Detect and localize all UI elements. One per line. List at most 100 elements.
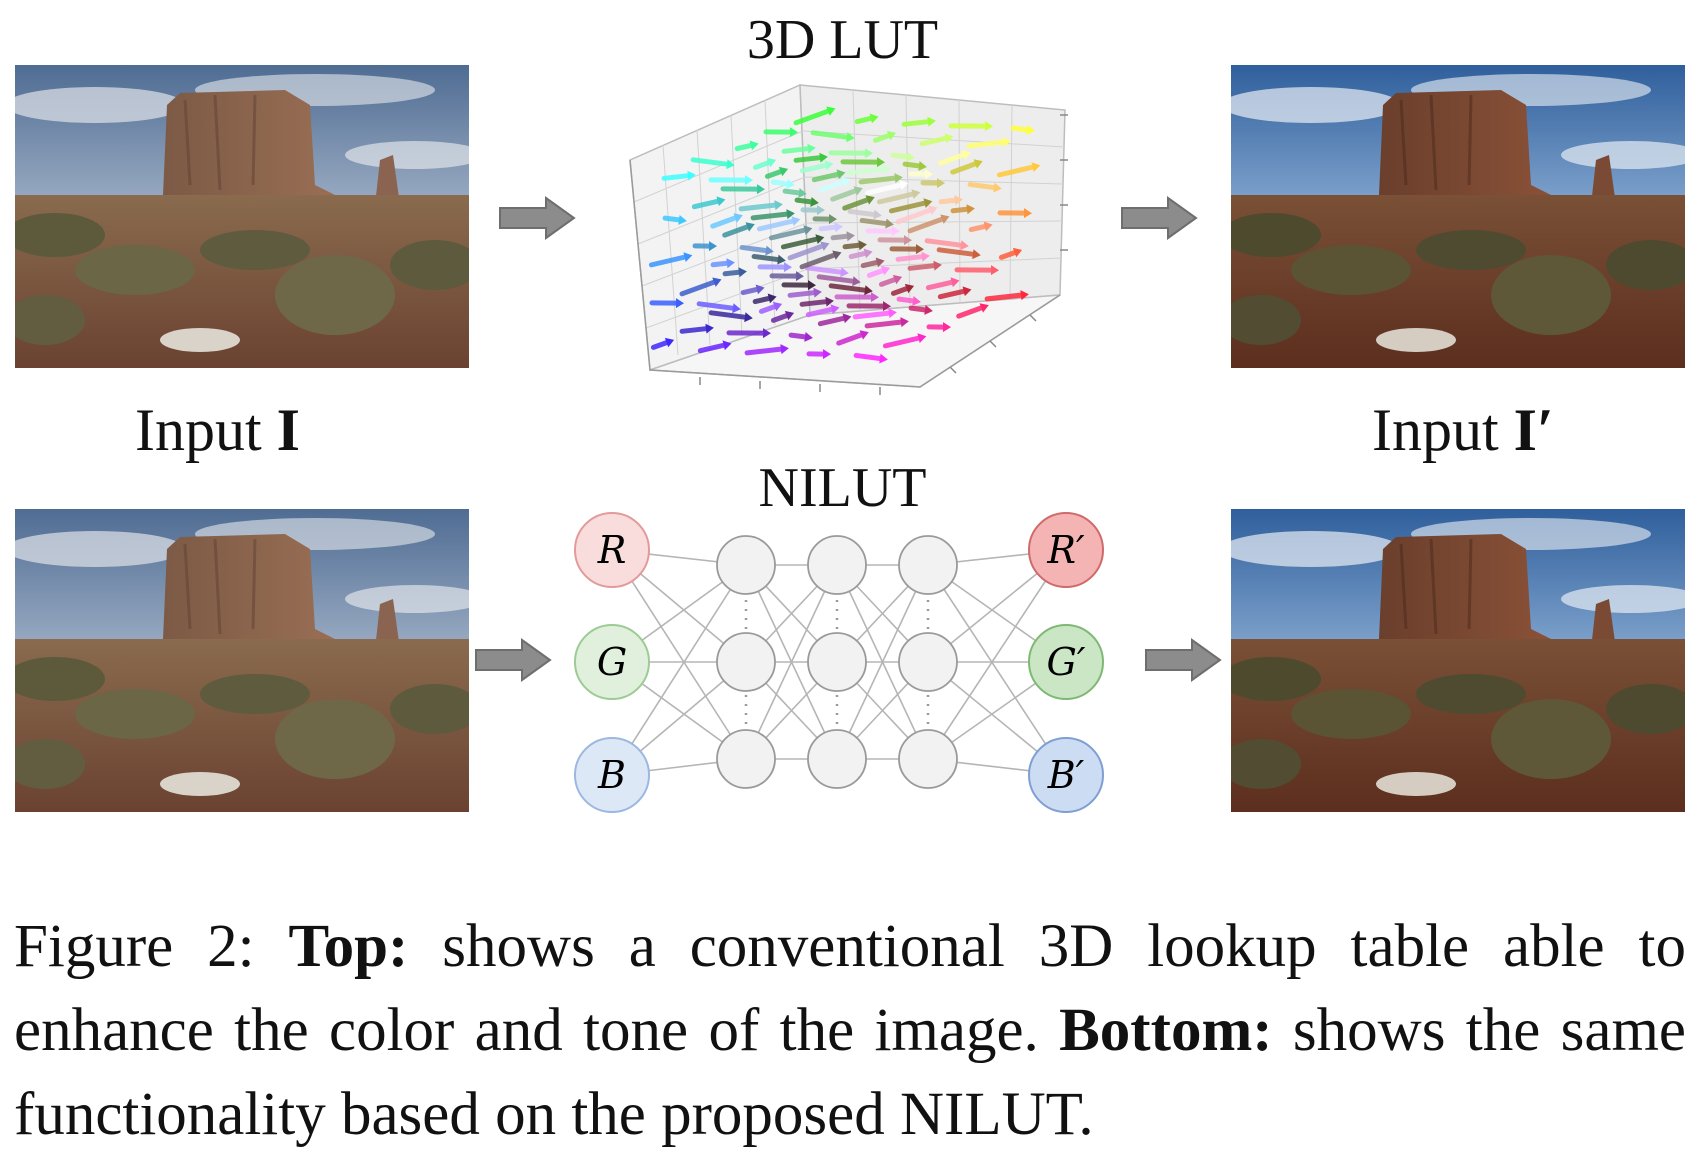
- lut-vector: [872, 133, 892, 143]
- lut-vector-head: [882, 164, 891, 175]
- caption-top-label: Top:: [288, 913, 409, 980]
- caption-bottom-label: Bottom:: [1059, 997, 1273, 1064]
- lut-vector: [895, 254, 925, 262]
- lut-vector-head: [726, 258, 735, 269]
- lut-vector-head: [915, 244, 924, 255]
- lut-vector: [919, 135, 949, 147]
- lut-vector: [996, 164, 1036, 178]
- lut-vector: [758, 304, 778, 314]
- lut-vector: [938, 197, 958, 205]
- lut-vector: [648, 254, 688, 268]
- input-node-g-label: G: [597, 640, 627, 684]
- lut-vector: [770, 179, 790, 187]
- lut-vector: [848, 250, 868, 260]
- lut-vector-head: [765, 245, 774, 256]
- lut-vector-head: [744, 175, 753, 186]
- lut-vector: [794, 197, 814, 205]
- lut-vector-head: [962, 286, 972, 297]
- lut-vector-head: [803, 225, 813, 235]
- lut-vector-head: [921, 251, 930, 262]
- lut-vector-head: [749, 140, 759, 151]
- lut-vector-head: [873, 209, 882, 220]
- lut-vector: [734, 142, 754, 152]
- lut-vector-head: [918, 160, 927, 171]
- lut-vector-head: [786, 178, 795, 189]
- lut-vector: [896, 296, 916, 304]
- lut-vector-head: [979, 303, 989, 313]
- lut-vector-head: [791, 216, 801, 226]
- lut-vector-head: [899, 180, 909, 190]
- lut-vector-head: [936, 178, 945, 189]
- lut-vector-head: [927, 116, 936, 127]
- lut-vector: [858, 175, 898, 185]
- lut-vector: [937, 288, 967, 300]
- lut-vector-head: [732, 303, 741, 314]
- arrow-to-nilut: [475, 638, 552, 682]
- lut-vector: [810, 130, 850, 140]
- lut-vector: [925, 279, 955, 291]
- lut-vector-head: [940, 214, 950, 224]
- lut-vector: [756, 218, 796, 232]
- lut-vector-head: [984, 121, 993, 132]
- lut-vector: [890, 286, 910, 296]
- lut-vector: [752, 160, 772, 170]
- input-node-r: [574, 512, 650, 588]
- hidden-node-1-2: [716, 632, 776, 692]
- lut-vector: [968, 223, 988, 233]
- lut-vector: [679, 326, 709, 334]
- lut-vector-head: [846, 231, 855, 242]
- lut-vector-head: [1002, 137, 1011, 148]
- lut-vector-head: [783, 262, 792, 273]
- lut-vector-head: [842, 313, 852, 324]
- lut-vector-head: [834, 222, 843, 233]
- lut-vector-head: [777, 254, 786, 265]
- output-label-text: Input: [1372, 397, 1514, 463]
- lut-vector-head: [810, 196, 819, 207]
- lut-vector-head: [864, 148, 873, 159]
- lut-vector: [696, 301, 736, 311]
- lut-vector: [799, 299, 829, 307]
- lut-vector-head: [795, 271, 804, 282]
- lut-vector-head: [865, 195, 875, 205]
- lut-vector: [907, 216, 945, 234]
- lut-vector-head: [687, 170, 696, 181]
- lut-vector: [781, 146, 811, 154]
- output-node-g-label: G′: [1047, 640, 1086, 684]
- lut-vector-head: [678, 214, 687, 225]
- lut-vector: [902, 161, 922, 169]
- lut-title: 3D LUT: [746, 9, 939, 71]
- lut-vector-head: [807, 143, 816, 154]
- output-node-r-label: R′: [1046, 528, 1085, 572]
- lut-vector-head: [1012, 247, 1023, 258]
- lut-vector: [864, 182, 904, 196]
- lut-vector: [710, 260, 730, 268]
- hidden-node-3-3: [898, 729, 958, 789]
- lut-vector-head: [804, 331, 813, 342]
- lut-vector: [788, 332, 808, 340]
- lut-vector-head: [924, 304, 933, 315]
- lut-vector-head: [870, 292, 879, 303]
- input-node-b: [574, 737, 650, 813]
- lut-vector: [811, 171, 841, 183]
- lut-vector-head: [767, 293, 777, 304]
- lut-vector-head: [816, 205, 825, 216]
- lut-vector: [888, 200, 928, 214]
- lut-vector: [818, 224, 838, 232]
- hidden-node-2-2: [807, 632, 867, 692]
- lut-vector: [878, 277, 898, 287]
- lut-vector: [793, 155, 823, 163]
- lut-vector-head: [826, 106, 836, 116]
- lut-vector-head: [900, 317, 909, 328]
- network-edge: [611, 564, 747, 776]
- lut-vector: [901, 119, 931, 127]
- lut-vector-head: [1026, 124, 1035, 135]
- lut-vector-head: [983, 221, 993, 232]
- lut-vector-head: [744, 312, 753, 323]
- output-label-symbol: I′: [1513, 397, 1554, 463]
- input-node-r-label: R: [597, 528, 627, 572]
- lut-vector-head: [830, 304, 840, 315]
- lut-vector: [890, 152, 910, 160]
- lut-vector-head: [708, 241, 717, 252]
- hidden-node-2-1: [807, 535, 867, 595]
- lut-vector-head: [903, 235, 912, 246]
